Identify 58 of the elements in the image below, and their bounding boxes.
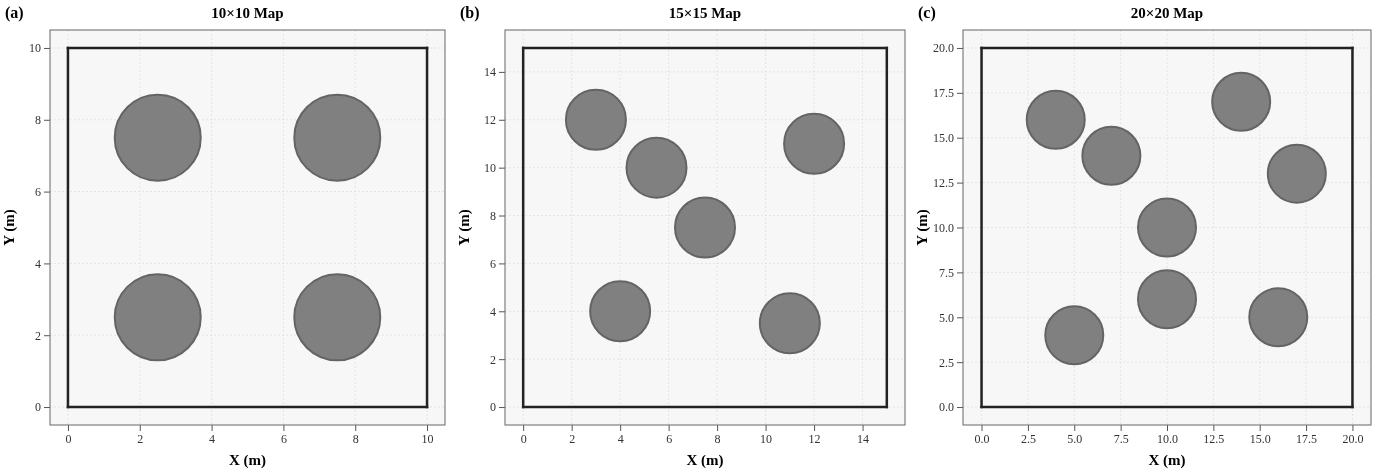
x-axis-title: X (m) <box>686 452 724 469</box>
y-tick-label: 12 <box>484 113 496 128</box>
x-tick-label: 10.0 <box>1157 431 1178 446</box>
y-tick-label: 10 <box>484 160 496 175</box>
x-tick-label: 10 <box>421 431 434 446</box>
x-tick-label: 0.0 <box>974 431 990 446</box>
x-tick-label: 8 <box>352 431 359 446</box>
x-tick-label: 12 <box>808 431 821 446</box>
y-tick-label: 14 <box>484 65 496 80</box>
chart-title: 10×10 Map <box>211 5 284 21</box>
y-tick-label: 6 <box>490 256 496 271</box>
x-tick-label: 6 <box>280 431 287 446</box>
x-tick-label: 10 <box>760 431 773 446</box>
y-tick-label: 10 <box>29 41 41 56</box>
x-tick-label: 5.0 <box>1067 431 1083 446</box>
y-tick-label: 2 <box>35 328 41 343</box>
y-tick-label: 17.5 <box>933 86 954 101</box>
x-tick-label: 7.5 <box>1113 431 1129 446</box>
x-tick-label: 14 <box>857 431 870 446</box>
x-tick-label: 20.0 <box>1342 431 1364 446</box>
y-tick-label: 7.5 <box>939 265 954 280</box>
y-tick-label: 0.0 <box>939 400 954 415</box>
y-axis-title: Y (m) <box>1 209 18 246</box>
x-tick-label: 0 <box>520 431 527 446</box>
y-tick-label: 6 <box>35 184 41 199</box>
x-axis-title: X (m) <box>228 452 267 469</box>
y-tick-label: 5.0 <box>939 310 954 325</box>
x-tick-label: 2.5 <box>1020 431 1036 446</box>
x-tick-label: 15.0 <box>1249 431 1271 446</box>
y-tick-label: 10.0 <box>933 220 954 235</box>
x-tick-label: 12.5 <box>1203 431 1225 446</box>
y-axis-title: Y (m) <box>456 209 473 246</box>
y-tick-label: 20.0 <box>933 41 954 56</box>
y-tick-label: 2.5 <box>939 355 954 370</box>
y-tick-label: 8 <box>35 113 41 128</box>
y-tick-label: 15.0 <box>933 131 954 146</box>
y-tick-label: 12.5 <box>933 175 954 190</box>
x-tick-label: 2 <box>569 431 576 446</box>
x-tick-label: 17.5 <box>1296 431 1318 446</box>
y-tick-label: 4 <box>490 304 496 319</box>
x-tick-label: 4 <box>617 431 624 446</box>
chart-title: 20×20 Map <box>1130 5 1204 21</box>
x-tick-label: 8 <box>714 431 721 446</box>
x-tick-label: 4 <box>209 431 216 446</box>
text: (b) <box>460 4 480 22</box>
x-axis-title: X (m) <box>1148 452 1186 469</box>
x-tick-label: 0 <box>65 431 72 446</box>
y-axis-title: Y (m) <box>914 209 931 246</box>
x-tick-label: 2 <box>137 431 144 446</box>
text: (a) <box>5 4 24 22</box>
y-tick-label: 8 <box>490 208 496 223</box>
y-tick-label: 0 <box>490 400 496 415</box>
text: (c) <box>918 4 936 22</box>
x-tick-label: 6 <box>666 431 673 446</box>
y-tick-label: 4 <box>35 256 41 271</box>
y-tick-label: 0 <box>35 400 41 415</box>
chart-title: 15×15 Map <box>668 5 742 21</box>
y-tick-label: 2 <box>490 352 496 367</box>
